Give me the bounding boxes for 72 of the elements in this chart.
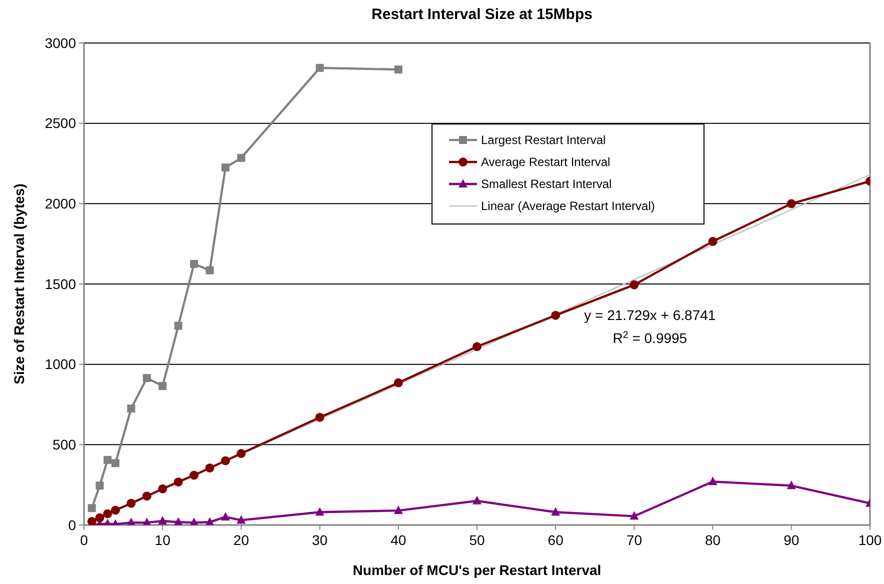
point	[158, 484, 168, 494]
x-tick-label: 0	[80, 532, 88, 548]
x-axis-title: Number of MCU's per Restart Interval	[352, 562, 602, 578]
point	[103, 509, 112, 518]
x-tick-label: 100	[858, 532, 882, 548]
point	[205, 517, 214, 525]
x-tick-label: 80	[705, 532, 721, 548]
point	[142, 492, 152, 501]
annotation: y = 21.729x + 6.8741	[584, 307, 716, 324]
x-tick-label: 70	[626, 532, 642, 548]
x-tick-label: 30	[312, 532, 328, 548]
point	[551, 507, 560, 516]
point	[786, 480, 796, 490]
y-tick-label: 500	[52, 436, 76, 453]
x-tick-label: 50	[469, 532, 485, 548]
y-tick-label: 2000	[44, 196, 76, 212]
point	[142, 374, 151, 382]
point	[630, 280, 639, 290]
point	[551, 310, 560, 320]
point	[315, 507, 324, 516]
point	[88, 504, 96, 512]
y-tick-label: 2500	[44, 115, 76, 132]
point	[174, 322, 182, 330]
x-tick-label: 20	[233, 532, 250, 548]
point	[220, 512, 230, 520]
point	[96, 482, 104, 490]
y-tick-label: 0	[68, 516, 76, 533]
point	[316, 64, 324, 72]
point	[174, 477, 183, 486]
point	[786, 199, 796, 208]
x-tick-label: 90	[784, 532, 800, 548]
y-tick-label: 3000	[44, 34, 76, 51]
point	[472, 342, 482, 352]
x-tick-label: 60	[548, 532, 564, 548]
point	[110, 506, 120, 515]
point	[190, 260, 198, 268]
point	[206, 266, 214, 274]
y-tick-label: 1500	[44, 276, 76, 292]
legend-label: Linear (Average Restart Interval)	[481, 199, 655, 214]
x-tick-label: 10	[154, 532, 171, 548]
point	[126, 498, 136, 508]
y-tick-label: 1000	[44, 356, 76, 372]
point	[221, 164, 230, 172]
point	[190, 470, 199, 480]
point	[158, 382, 167, 390]
point	[205, 463, 214, 472]
point	[127, 404, 136, 413]
point	[394, 66, 402, 74]
x-tick-label: 40	[390, 532, 406, 548]
point	[394, 506, 403, 514]
point	[237, 154, 246, 162]
point	[708, 476, 718, 486]
point	[220, 456, 230, 466]
point	[158, 516, 168, 524]
legend-label: Largest Restart Interval	[481, 133, 606, 148]
legend-label: Average Restart Interval	[481, 155, 610, 170]
point	[708, 236, 718, 246]
point	[111, 459, 120, 468]
point	[174, 517, 183, 525]
y-axis-title: Size of Restart Interval (bytes)	[11, 184, 27, 384]
point	[236, 515, 246, 524]
point	[95, 513, 104, 522]
point	[315, 412, 324, 422]
point	[394, 378, 403, 388]
point	[87, 516, 96, 525]
point	[236, 449, 246, 458]
annotation: R$^{2}$ = 0.9995	[612, 330, 688, 346]
point	[630, 511, 639, 520]
chart-title: Restart Interval Size at 15Mbps	[372, 6, 592, 23]
point	[104, 456, 112, 464]
legend-label: Smallest Restart Interval	[481, 177, 612, 192]
point	[472, 496, 482, 504]
